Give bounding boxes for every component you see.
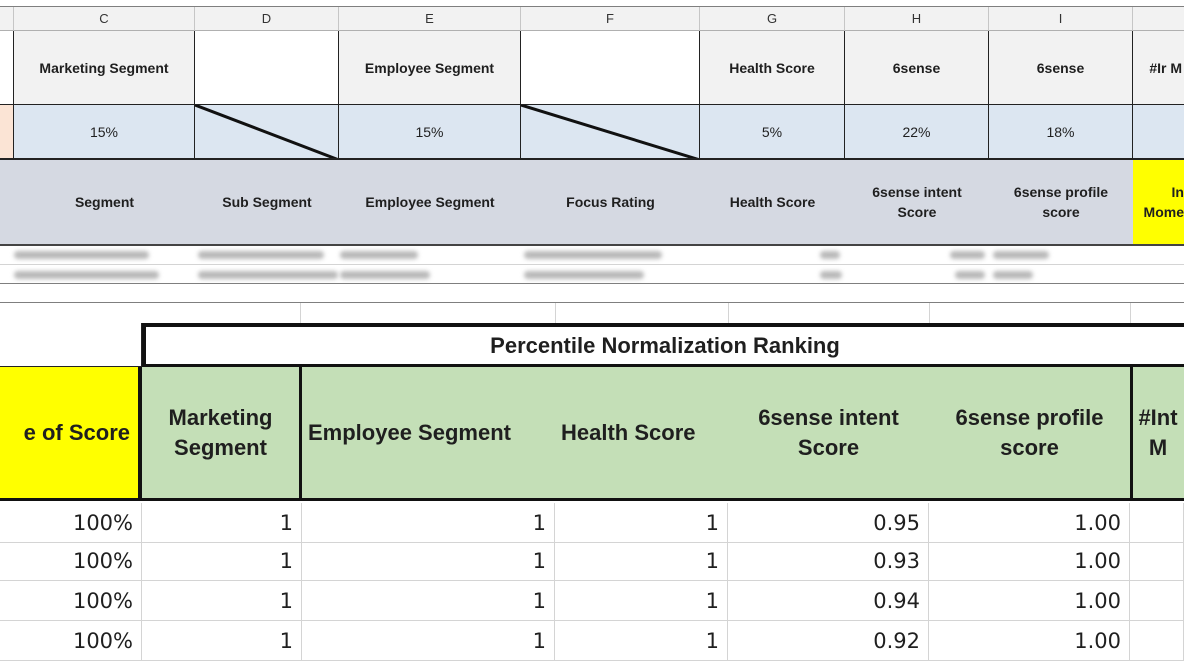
redacted-value [993,271,1033,279]
6sense-profile-score-field-header[interactable]: 6sense profile score [989,160,1133,246]
percent-of-score-cell[interactable]: 100% [0,581,142,621]
percent-of-score-cell[interactable]: 100% [0,621,142,661]
diagonal-line-icon [195,105,338,158]
column-header-h[interactable]: H [845,7,989,31]
intent-moments-rank-header[interactable]: #Int M [1130,367,1184,501]
employee-segment-heading[interactable]: Employee Segment [339,31,521,105]
health-score-field-header[interactable]: Health Score [700,160,845,246]
redacted-value [340,251,418,259]
redacted-value [993,251,1049,259]
redacted-value [820,251,840,259]
redacted-value [340,271,430,279]
health-score-rank-header[interactable]: Health Score [555,367,728,501]
6sense-profile-rank-cell[interactable]: 1.00 [929,503,1130,543]
health-score-rank-cell[interactable]: 1 [555,503,728,543]
blank-heading-d[interactable] [195,31,339,105]
diagonal-line-icon [521,105,699,158]
intent-moments-field-header[interactable]: In Mome [1133,160,1184,246]
marketing-segment-rank-cell[interactable]: 1 [142,503,302,543]
blank-header-cell[interactable] [0,323,142,367]
column-header-d[interactable]: D [195,7,339,31]
health-score-rank-cell[interactable]: 1 [555,581,728,621]
6sense-profile-rank-cell[interactable]: 1.00 [929,581,1130,621]
6sense-profile-rank-cell[interactable]: 1.00 [929,621,1130,661]
redacted-value [198,251,324,259]
redacted-value [198,271,338,279]
marketing-segment-heading[interactable]: Marketing Segment [14,31,195,105]
row1-left-cell[interactable] [0,31,14,105]
segment-field-header[interactable]: Segment [14,160,195,246]
column-header-e[interactable]: E [339,7,521,31]
employee-segment-field-header[interactable]: Employee Segment [339,160,521,246]
bottom-spreadsheet-panel: Percentile Normalization Ranking e of Sc… [0,302,1184,666]
health-score-rank-cell[interactable]: 1 [555,621,728,661]
focus-rating-field-header[interactable]: Focus Rating [521,160,700,246]
marketing-segment-weight[interactable]: 15% [14,105,195,160]
marketing-segment-rank-header[interactable]: Marketing Segment [142,367,302,501]
column-header-j[interactable] [1133,7,1184,31]
redacted-value [955,271,985,279]
6sense-profile-rank-cell[interactable]: 1.00 [929,541,1130,581]
marketing-segment-rank-cell[interactable]: 1 [142,621,302,661]
employee-segment-weight[interactable]: 15% [339,105,521,160]
redacted-value [950,251,985,259]
redacted-value [524,251,662,259]
intent-moments-field-text: In Mome [1143,184,1184,220]
intent-moments-rank-cell[interactable] [1130,541,1184,581]
blurred-data-rows [0,246,1184,283]
6sense-profile-weight[interactable]: 18% [989,105,1133,160]
6sense-intent-rank-cell[interactable]: 0.93 [728,541,929,581]
redacted-value [524,271,644,279]
6sense-profile-score-rank-header[interactable]: 6sense profile score [929,367,1130,501]
employee-segment-rank-cell[interactable]: 1 [302,581,555,621]
6sense-intent-rank-cell[interactable]: 0.95 [728,503,929,543]
marketing-segment-rank-cell[interactable]: 1 [142,581,302,621]
employee-segment-rank-cell[interactable]: 1 [302,541,555,581]
percentage-of-score-header[interactable]: e of Score [0,367,142,501]
column-header-f[interactable]: F [521,7,700,31]
health-score-heading[interactable]: Health Score [700,31,845,105]
intent-moments-rank-cell[interactable] [1130,503,1184,543]
employee-segment-rank-header[interactable]: Employee Segment [302,367,555,501]
percent-of-score-cell[interactable]: 100% [0,503,142,543]
intent-moments-heading-text: #Ir M [1149,59,1182,76]
column-header-c[interactable]: C [14,7,195,31]
crossed-out-cell-d[interactable] [195,105,339,160]
redacted-value [820,271,842,279]
column-header-i[interactable]: I [989,7,1133,31]
6sense-intent-rank-cell[interactable]: 0.94 [728,581,929,621]
percent-of-score-cell[interactable]: 100% [0,541,142,581]
redacted-value [14,271,159,279]
intent-moments-rank-cell[interactable] [1130,621,1184,661]
health-score-weight[interactable]: 5% [700,105,845,160]
top-spreadsheet-panel: C D E F G H I Marketing Segment Employee… [0,6,1184,284]
employee-segment-rank-cell[interactable]: 1 [302,621,555,661]
crossed-out-cell-f[interactable] [521,105,700,160]
6sense-heading-h[interactable]: 6sense [845,31,989,105]
intent-moments-heading-partial[interactable]: #Ir M [1133,31,1184,105]
redacted-value [14,251,149,259]
intent-moments-rank-text: #Int M [1138,404,1178,460]
field-row-left-cell[interactable] [0,160,14,246]
marketing-segment-rank-cell[interactable]: 1 [142,541,302,581]
weights-row-left-cell[interactable] [0,105,14,160]
employee-segment-rank-cell[interactable]: 1 [302,503,555,543]
6sense-intent-weight[interactable]: 22% [845,105,989,160]
health-score-rank-cell[interactable]: 1 [555,541,728,581]
sub-segment-field-header[interactable]: Sub Segment [195,160,339,246]
intent-moments-rank-cell[interactable] [1130,581,1184,621]
6sense-heading-i[interactable]: 6sense [989,31,1133,105]
6sense-intent-score-field-header[interactable]: 6sense intent Score [845,160,989,246]
column-header-g[interactable]: G [700,7,845,31]
intent-moments-weight[interactable] [1133,105,1184,160]
percentile-normalization-ranking-header[interactable]: Percentile Normalization Ranking [142,323,1184,367]
row-header-corner [0,7,14,31]
blank-heading-f[interactable] [521,31,700,105]
6sense-intent-score-rank-header[interactable]: 6sense intent Score [728,367,929,501]
6sense-intent-rank-cell[interactable]: 0.92 [728,621,929,661]
